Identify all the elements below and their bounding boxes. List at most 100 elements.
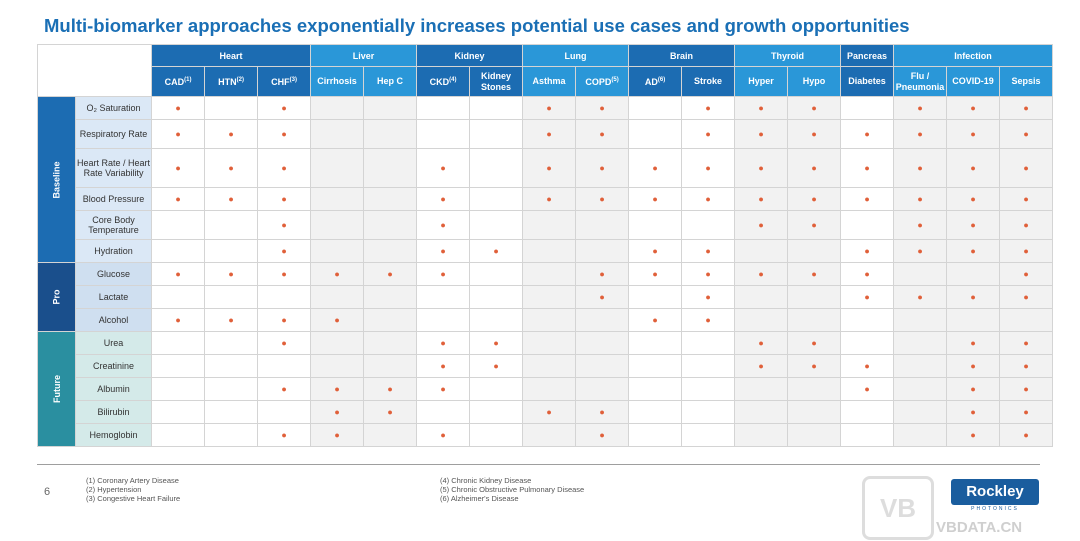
marker-dot: ●	[416, 423, 471, 447]
empty-cell	[469, 119, 524, 149]
marker-dot: ●	[893, 96, 948, 120]
slide-title: Multi-biomarker approaches exponentially…	[44, 15, 910, 36]
marker-dot: ●	[204, 308, 259, 332]
marker-dot: ●	[946, 400, 1001, 424]
marker-dot: ●	[522, 96, 577, 120]
marker-dot: ●	[787, 262, 842, 286]
empty-cell	[257, 285, 312, 309]
column-header-diabetes: Diabetes	[840, 66, 895, 97]
empty-cell	[363, 308, 418, 332]
table-row: Lactate ● ● ● ● ● ●	[38, 285, 1054, 309]
empty-cell	[363, 187, 418, 211]
empty-cell	[469, 262, 524, 286]
empty-cell	[469, 96, 524, 120]
marker-dot: ●	[628, 148, 683, 188]
marker-dot: ●	[999, 148, 1054, 188]
empty-cell	[681, 423, 736, 447]
marker-dot: ●	[416, 210, 471, 240]
table-row: Albumin ● ● ● ● ● ● ●	[38, 377, 1054, 401]
column-header-hyper: Hyper	[734, 66, 789, 97]
row-label: Hemoglobin	[75, 423, 153, 447]
row-label: Creatinine	[75, 354, 153, 378]
marker-dot: ●	[946, 423, 1001, 447]
marker-dot: ●	[469, 239, 524, 263]
empty-cell	[310, 210, 365, 240]
empty-cell	[469, 187, 524, 211]
empty-cell	[363, 354, 418, 378]
empty-cell	[787, 308, 842, 332]
empty-cell	[575, 239, 630, 263]
marker-dot: ●	[151, 308, 206, 332]
marker-dot: ●	[840, 262, 895, 286]
marker-dot: ●	[681, 119, 736, 149]
marker-dot: ●	[999, 187, 1054, 211]
marker-dot: ●	[681, 148, 736, 188]
group-header-infection: Infection	[893, 44, 1054, 67]
marker-dot: ●	[416, 187, 471, 211]
marker-dot: ●	[628, 187, 683, 211]
footnotes-left: (1) Coronary Artery Disease (2) Hypertens…	[86, 476, 180, 503]
column-header-asthma: Asthma	[522, 66, 577, 97]
empty-cell	[522, 354, 577, 378]
empty-cell	[893, 308, 948, 332]
marker-dot: ●	[893, 148, 948, 188]
marker-dot: ●	[575, 148, 630, 188]
empty-cell	[204, 239, 259, 263]
marker-dot: ●	[999, 239, 1054, 263]
footnote: (3) Congestive Heart Failure	[86, 494, 181, 503]
marker-dot: ●	[734, 331, 789, 355]
empty-cell	[681, 331, 736, 355]
marker-dot: ●	[151, 119, 206, 149]
marker-dot: ●	[310, 423, 365, 447]
group-header-lung: Lung	[522, 44, 630, 67]
empty-cell	[204, 377, 259, 401]
empty-cell	[151, 400, 206, 424]
empty-cell	[310, 354, 365, 378]
empty-cell	[469, 423, 524, 447]
column-header-hep-c: Hep C	[363, 66, 418, 97]
marker-dot: ●	[310, 308, 365, 332]
marker-dot: ●	[469, 354, 524, 378]
marker-dot: ●	[257, 210, 312, 240]
header-blank	[36, 44, 153, 97]
marker-dot: ●	[522, 148, 577, 188]
empty-cell	[522, 210, 577, 240]
marker-dot: ●	[310, 262, 365, 286]
table-row: Bilirubin ● ● ● ● ● ●	[38, 400, 1054, 424]
empty-cell	[310, 119, 365, 149]
empty-cell	[204, 354, 259, 378]
marker-dot: ●	[787, 187, 842, 211]
marker-dot: ●	[734, 354, 789, 378]
marker-dot: ●	[946, 119, 1001, 149]
empty-cell	[363, 423, 418, 447]
marker-dot: ●	[946, 354, 1001, 378]
marker-dot: ●	[787, 96, 842, 120]
empty-cell	[628, 119, 683, 149]
footnote: (6) Alzheimer's Disease	[440, 494, 519, 503]
marker-dot: ●	[257, 308, 312, 332]
marker-dot: ●	[681, 239, 736, 263]
marker-dot: ●	[734, 187, 789, 211]
marker-dot: ●	[363, 400, 418, 424]
empty-cell	[416, 308, 471, 332]
column-header-cad: CAD(1)	[151, 66, 206, 97]
marker-dot: ●	[522, 400, 577, 424]
empty-cell	[363, 148, 418, 188]
empty-cell	[469, 210, 524, 240]
marker-dot: ●	[787, 354, 842, 378]
row-label: Alcohol	[75, 308, 153, 332]
empty-cell	[787, 239, 842, 263]
marker-dot: ●	[257, 239, 312, 263]
empty-cell	[734, 377, 789, 401]
table-row: Future Urea ● ● ● ● ● ● ●	[36, 331, 1054, 447]
empty-cell	[840, 308, 895, 332]
marker-dot: ●	[575, 96, 630, 120]
empty-cell	[893, 354, 948, 378]
empty-cell	[151, 377, 206, 401]
footnote: (5) Chronic Obstructive Pulmonary Diseas…	[440, 485, 585, 494]
column-header-chf: CHF(3)	[257, 66, 312, 97]
empty-cell	[204, 423, 259, 447]
empty-cell	[628, 210, 683, 240]
marker-dot: ●	[946, 148, 1001, 188]
empty-cell	[469, 400, 524, 424]
